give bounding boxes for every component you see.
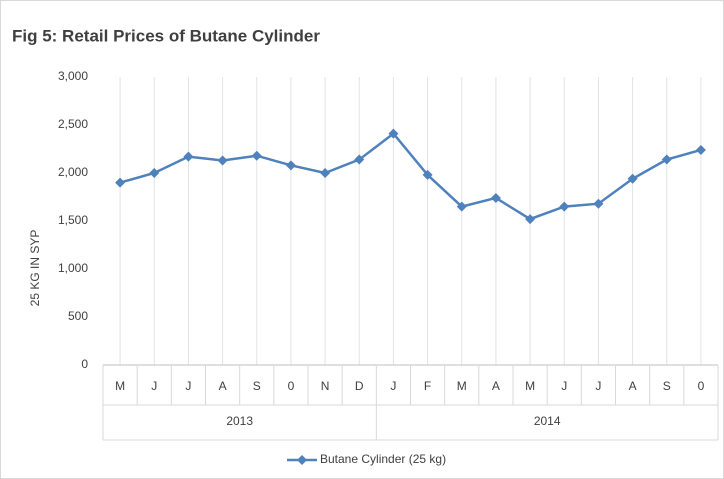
x-tick-label: D bbox=[355, 379, 364, 393]
chart-title: Fig 5: Retail Prices of Butane Cylinder bbox=[12, 26, 320, 45]
y-tick-label: 0 bbox=[81, 357, 88, 371]
line bbox=[119, 131, 702, 221]
x-tick-label: 0 bbox=[698, 379, 705, 393]
x-tick-label: J bbox=[390, 379, 396, 393]
marker bbox=[627, 173, 638, 184]
x-tick-label: S bbox=[253, 379, 261, 393]
y-tick-label: 500 bbox=[68, 309, 88, 323]
marker bbox=[559, 201, 570, 212]
x-tick-label: M bbox=[457, 379, 467, 393]
x-tick-label: F bbox=[424, 379, 431, 393]
y-axis-label: 25 KG IN SYP bbox=[28, 230, 42, 307]
marker bbox=[593, 198, 604, 209]
marker bbox=[456, 201, 467, 212]
x-group-label: 2014 bbox=[534, 414, 561, 428]
marker bbox=[661, 154, 672, 165]
x-tick-label: A bbox=[219, 379, 227, 393]
y-tick-label: 3,000 bbox=[58, 69, 88, 83]
marker bbox=[217, 155, 228, 166]
legend-marker bbox=[297, 455, 307, 465]
x-tick-label: J bbox=[595, 379, 601, 393]
marker bbox=[251, 150, 262, 161]
x-tick-label: 0 bbox=[288, 379, 295, 393]
marker bbox=[285, 160, 296, 171]
x-tick-label: A bbox=[629, 379, 637, 393]
y-tick-label: 2,000 bbox=[58, 165, 88, 179]
y-tick-label: 2,500 bbox=[58, 117, 88, 131]
x-tick-label: J bbox=[151, 379, 157, 393]
x-tick-label: A bbox=[492, 379, 500, 393]
x-tick-label: J bbox=[185, 379, 191, 393]
legend-label: Butane Cylinder (25 kg) bbox=[320, 452, 446, 466]
marker bbox=[354, 154, 365, 165]
x-tick-label: M bbox=[525, 379, 535, 393]
marker bbox=[525, 214, 536, 225]
y-tick-label: 1,500 bbox=[58, 213, 88, 227]
marker bbox=[388, 128, 399, 139]
x-tick-label: S bbox=[663, 379, 671, 393]
x-tick-label: J bbox=[561, 379, 567, 393]
marker bbox=[422, 169, 433, 180]
marker bbox=[320, 168, 331, 178]
x-group-label: 2013 bbox=[226, 414, 253, 428]
x-tick-label: N bbox=[321, 379, 330, 393]
marker bbox=[695, 144, 706, 155]
marker bbox=[183, 151, 194, 162]
y-tick-label: 1,000 bbox=[58, 261, 88, 275]
marker bbox=[149, 168, 160, 178]
x-tick-label: M bbox=[115, 379, 125, 393]
marker bbox=[490, 192, 501, 203]
marker bbox=[115, 177, 126, 188]
